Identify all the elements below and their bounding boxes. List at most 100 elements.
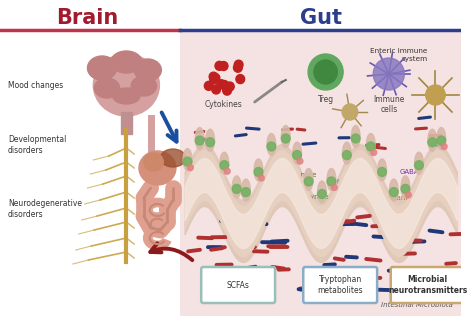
Ellipse shape [139, 151, 176, 185]
Ellipse shape [196, 128, 205, 149]
Text: Immune
cells: Immune cells [373, 95, 404, 114]
Text: SCFAs: SCFAs [227, 281, 250, 289]
Circle shape [211, 74, 220, 82]
Circle shape [226, 82, 234, 91]
Circle shape [220, 81, 229, 89]
Text: Propionate: Propionate [279, 173, 316, 178]
Text: Mood changes: Mood changes [8, 81, 63, 90]
Circle shape [217, 80, 226, 89]
Ellipse shape [377, 159, 386, 181]
Ellipse shape [88, 56, 117, 80]
Ellipse shape [134, 59, 161, 81]
Text: Treg: Treg [318, 95, 334, 104]
Circle shape [219, 62, 228, 70]
Ellipse shape [113, 88, 140, 104]
Ellipse shape [94, 78, 119, 98]
Text: Indole: Indole [336, 179, 357, 185]
Text: Microbial
neurotransmitters: Microbial neurotransmitters [388, 275, 467, 295]
Ellipse shape [280, 125, 288, 148]
Text: Tryptophan
metabolites: Tryptophan metabolites [318, 275, 363, 295]
Circle shape [341, 151, 349, 160]
Ellipse shape [341, 142, 349, 164]
Circle shape [242, 188, 250, 197]
Circle shape [212, 85, 220, 94]
Circle shape [209, 72, 218, 81]
Circle shape [196, 136, 205, 145]
Bar [180, 30, 461, 316]
Circle shape [377, 167, 386, 176]
Ellipse shape [242, 179, 250, 201]
Circle shape [204, 81, 213, 90]
Circle shape [187, 165, 193, 171]
Text: Neurodegenerative
disorders: Neurodegenerative disorders [8, 198, 82, 219]
Circle shape [215, 61, 224, 70]
Text: Gut: Gut [300, 8, 342, 28]
Bar [0, 0, 180, 316]
Circle shape [295, 158, 301, 164]
Text: Cytokines: Cytokines [205, 100, 242, 109]
Text: Catecholamine: Catecholamine [367, 195, 419, 200]
Circle shape [366, 142, 375, 151]
Ellipse shape [391, 179, 400, 201]
Circle shape [351, 134, 360, 143]
Circle shape [208, 138, 217, 147]
Ellipse shape [111, 51, 142, 73]
Circle shape [327, 177, 336, 186]
Circle shape [268, 142, 277, 151]
Circle shape [426, 85, 445, 105]
Ellipse shape [231, 176, 239, 198]
Circle shape [223, 86, 231, 95]
Text: GABA: GABA [400, 169, 419, 175]
Ellipse shape [438, 128, 447, 149]
Text: Acetate: Acetate [276, 195, 303, 200]
Circle shape [403, 184, 412, 193]
Circle shape [280, 134, 288, 143]
Circle shape [443, 143, 448, 149]
Circle shape [331, 185, 337, 191]
Circle shape [308, 54, 343, 90]
Circle shape [438, 136, 447, 145]
Circle shape [342, 104, 358, 120]
Circle shape [259, 175, 265, 181]
Circle shape [231, 184, 239, 193]
Bar [120, 112, 132, 134]
Ellipse shape [144, 153, 164, 171]
Ellipse shape [425, 129, 434, 151]
Ellipse shape [306, 168, 315, 191]
Circle shape [408, 192, 413, 198]
Circle shape [315, 190, 323, 198]
Circle shape [373, 58, 404, 90]
Text: Intestinal Microbiota: Intestinal Microbiota [381, 302, 453, 308]
Ellipse shape [403, 176, 412, 198]
Text: Brain: Brain [56, 8, 118, 28]
Ellipse shape [351, 125, 360, 148]
Circle shape [371, 149, 377, 155]
Ellipse shape [291, 142, 300, 164]
Circle shape [414, 161, 423, 170]
Circle shape [236, 75, 245, 83]
Circle shape [314, 60, 337, 84]
Circle shape [391, 188, 400, 197]
Ellipse shape [131, 76, 156, 96]
Ellipse shape [268, 133, 277, 155]
Circle shape [306, 177, 315, 186]
Ellipse shape [255, 159, 264, 181]
Ellipse shape [208, 129, 217, 151]
Circle shape [234, 60, 243, 69]
Ellipse shape [315, 181, 323, 203]
Ellipse shape [93, 54, 159, 116]
FancyBboxPatch shape [201, 267, 275, 303]
Circle shape [234, 63, 242, 72]
Text: Butyrate: Butyrate [299, 195, 329, 200]
Circle shape [221, 168, 227, 174]
FancyBboxPatch shape [303, 267, 377, 303]
Ellipse shape [183, 149, 191, 171]
Ellipse shape [217, 152, 226, 174]
Ellipse shape [414, 152, 423, 174]
Circle shape [217, 161, 226, 170]
Text: Developmental
disorders: Developmental disorders [8, 135, 66, 155]
Text: Serotonin: Serotonin [406, 195, 439, 200]
Circle shape [291, 151, 300, 160]
Text: Enteric immune
system: Enteric immune system [370, 48, 428, 62]
Circle shape [183, 157, 191, 166]
